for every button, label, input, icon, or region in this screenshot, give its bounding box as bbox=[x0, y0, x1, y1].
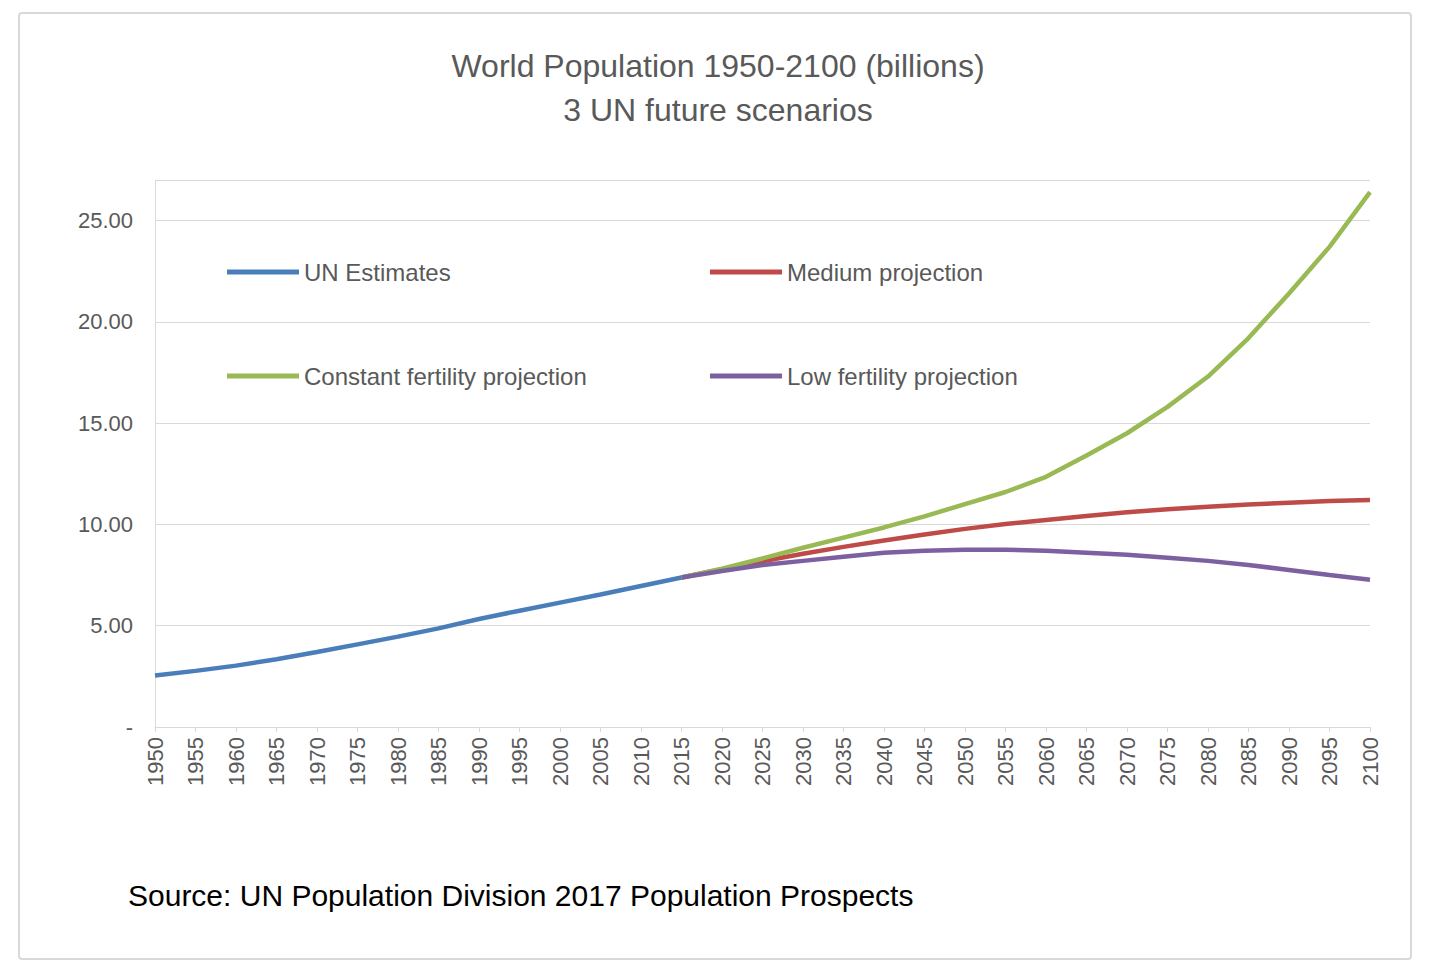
svg-text:2090: 2090 bbox=[1277, 737, 1302, 786]
svg-text:2050: 2050 bbox=[953, 737, 978, 786]
svg-text:1980: 1980 bbox=[386, 737, 411, 786]
svg-text:2005: 2005 bbox=[588, 737, 613, 786]
svg-text:2065: 2065 bbox=[1074, 737, 1099, 786]
svg-text:2075: 2075 bbox=[1155, 737, 1180, 786]
svg-text:1970: 1970 bbox=[305, 737, 330, 786]
svg-text:2080: 2080 bbox=[1196, 737, 1221, 786]
svg-text:15.00: 15.00 bbox=[78, 411, 133, 436]
svg-text:25.00: 25.00 bbox=[78, 208, 133, 233]
svg-text:2085: 2085 bbox=[1236, 737, 1261, 786]
svg-text:Low fertility projection: Low fertility projection bbox=[787, 363, 1018, 390]
svg-text:1950: 1950 bbox=[143, 737, 168, 786]
svg-text:2055: 2055 bbox=[993, 737, 1018, 786]
svg-text:-: - bbox=[126, 715, 133, 740]
svg-text:World Population 1950-2100 (bi: World Population 1950-2100 (billions) bbox=[451, 48, 984, 84]
svg-text:UN Estimates: UN Estimates bbox=[304, 259, 451, 286]
svg-text:2045: 2045 bbox=[912, 737, 937, 786]
svg-text:Constant fertility projection: Constant fertility projection bbox=[304, 363, 587, 390]
svg-text:5.00: 5.00 bbox=[90, 613, 133, 638]
svg-text:Medium projection: Medium projection bbox=[787, 259, 983, 286]
svg-text:1990: 1990 bbox=[467, 737, 492, 786]
svg-text:2040: 2040 bbox=[872, 737, 897, 786]
svg-text:2000: 2000 bbox=[548, 737, 573, 786]
svg-text:2100: 2100 bbox=[1358, 737, 1383, 786]
svg-text:2060: 2060 bbox=[1034, 737, 1059, 786]
svg-text:1975: 1975 bbox=[345, 737, 370, 786]
svg-text:2015: 2015 bbox=[669, 737, 694, 786]
svg-text:Source: UN Population Division: Source: UN Population Division 2017 Popu… bbox=[128, 879, 913, 912]
svg-text:10.00: 10.00 bbox=[78, 512, 133, 537]
svg-text:2070: 2070 bbox=[1115, 737, 1140, 786]
svg-text:1985: 1985 bbox=[426, 737, 451, 786]
svg-text:1965: 1965 bbox=[264, 737, 289, 786]
svg-text:1955: 1955 bbox=[183, 737, 208, 786]
svg-text:1995: 1995 bbox=[507, 737, 532, 786]
svg-text:2025: 2025 bbox=[750, 737, 775, 786]
svg-text:1960: 1960 bbox=[224, 737, 249, 786]
svg-text:20.00: 20.00 bbox=[78, 309, 133, 334]
svg-text:2010: 2010 bbox=[629, 737, 654, 786]
svg-text:3 UN future scenarios: 3 UN future scenarios bbox=[563, 92, 872, 128]
svg-text:2035: 2035 bbox=[831, 737, 856, 786]
svg-text:2030: 2030 bbox=[791, 737, 816, 786]
svg-text:2020: 2020 bbox=[710, 737, 735, 786]
svg-text:2095: 2095 bbox=[1317, 737, 1342, 786]
